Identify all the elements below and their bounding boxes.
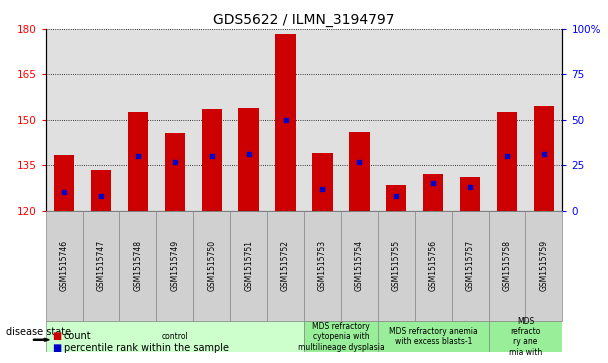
- Bar: [238, 108, 259, 211]
- Title: GDS5622 / ILMN_3194797: GDS5622 / ILMN_3194797: [213, 13, 395, 26]
- Bar: [452, 211, 489, 321]
- Text: count: count: [64, 331, 91, 341]
- Bar: [489, 321, 562, 352]
- Bar: [304, 211, 341, 321]
- Text: GSM1515746: GSM1515746: [60, 240, 69, 291]
- Bar: [460, 177, 480, 211]
- Text: MDS
refracto
ry ane
mia with: MDS refracto ry ane mia with: [509, 317, 542, 357]
- Text: GSM1515750: GSM1515750: [207, 240, 216, 291]
- Bar: [423, 174, 443, 211]
- Text: GSM1515755: GSM1515755: [392, 240, 401, 291]
- Text: ■: ■: [52, 343, 61, 354]
- Bar: [378, 211, 415, 321]
- Text: GSM1515759: GSM1515759: [539, 240, 548, 291]
- Text: control: control: [162, 332, 188, 341]
- Bar: [46, 211, 83, 321]
- Bar: [54, 155, 74, 211]
- Text: disease state: disease state: [6, 327, 71, 337]
- Bar: [415, 211, 452, 321]
- Bar: [349, 132, 370, 211]
- Bar: [128, 112, 148, 211]
- Text: GSM1515758: GSM1515758: [503, 240, 511, 291]
- Bar: [386, 185, 406, 211]
- Bar: [497, 112, 517, 211]
- Text: MDS refractory anemia
with excess blasts-1: MDS refractory anemia with excess blasts…: [389, 327, 477, 346]
- Bar: [83, 211, 119, 321]
- Text: GSM1515753: GSM1515753: [318, 240, 327, 291]
- Bar: [304, 321, 378, 352]
- Text: GSM1515752: GSM1515752: [281, 240, 290, 291]
- Text: GSM1515749: GSM1515749: [170, 240, 179, 291]
- Text: GSM1515756: GSM1515756: [429, 240, 438, 291]
- Bar: [534, 106, 554, 211]
- Bar: [165, 133, 185, 211]
- Bar: [156, 211, 193, 321]
- Text: GSM1515747: GSM1515747: [97, 240, 105, 291]
- Bar: [378, 321, 489, 352]
- Bar: [193, 211, 230, 321]
- Text: GSM1515757: GSM1515757: [466, 240, 475, 291]
- Text: GSM1515754: GSM1515754: [355, 240, 364, 291]
- Bar: [313, 153, 333, 211]
- Text: percentile rank within the sample: percentile rank within the sample: [64, 343, 229, 354]
- Bar: [341, 211, 378, 321]
- Text: GSM1515748: GSM1515748: [133, 240, 142, 291]
- Text: MDS refractory
cytopenia with
multilineage dysplasia: MDS refractory cytopenia with multilinea…: [297, 322, 384, 352]
- Bar: [267, 211, 304, 321]
- Bar: [489, 211, 525, 321]
- Text: ■: ■: [52, 331, 61, 341]
- Bar: [202, 109, 222, 211]
- Bar: [91, 170, 111, 211]
- Bar: [525, 211, 562, 321]
- Bar: [275, 33, 295, 211]
- Bar: [119, 211, 156, 321]
- Bar: [46, 321, 304, 352]
- Text: GSM1515751: GSM1515751: [244, 240, 253, 291]
- Bar: [230, 211, 267, 321]
